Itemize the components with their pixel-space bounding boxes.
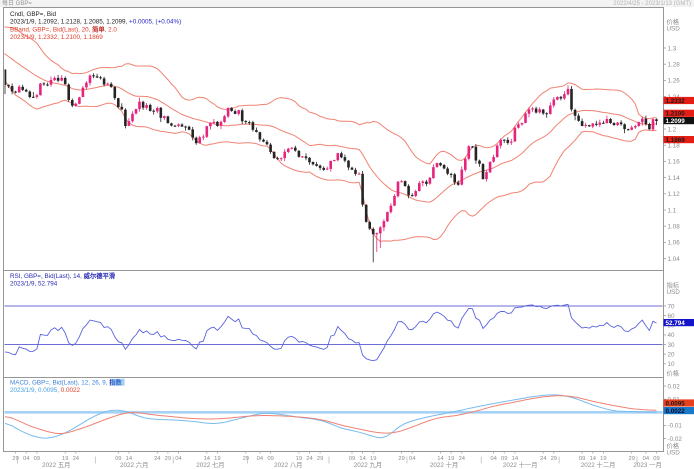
svg-text:09: 09 [501,456,507,462]
svg-text:2022/4/25 - 2023/1/13 (GMT): 2022/4/25 - 2023/1/13 (GMT) [613,1,691,7]
svg-text:19: 19 [600,456,606,462]
svg-text:19: 19 [448,456,454,462]
svg-text:1.04: 1.04 [668,256,681,263]
svg-text:价格: 价格 [667,369,680,378]
svg-text:USD: USD [667,289,681,296]
svg-text:14: 14 [437,456,444,462]
svg-text:2022 十一月: 2022 十一月 [503,460,538,469]
svg-text:2022 七月: 2022 七月 [196,460,224,469]
svg-text:2022 九月: 2022 九月 [354,460,382,469]
svg-text:0.02: 0.02 [668,383,681,390]
svg-text:1.28: 1.28 [668,62,681,69]
svg-text:29: 29 [165,456,171,462]
svg-text:09: 09 [349,456,355,462]
svg-text:29: 29 [628,456,634,462]
svg-text:14: 14 [204,456,211,462]
svg-text:60: 60 [668,313,676,320]
svg-text:19: 19 [62,456,68,462]
svg-text:29: 29 [243,456,249,462]
svg-text:2022 五月: 2022 五月 [42,461,70,469]
svg-text:2023 一月: 2023 一月 [633,461,661,469]
svg-text:价格: 价格 [667,17,680,26]
svg-text:1.16: 1.16 [668,159,681,166]
svg-text:1.14: 1.14 [668,175,681,182]
svg-text:MACD, GBP=, Bid(Last), 12, 26,: MACD, GBP=, Bid(Last), 12, 26, 9, ​指数 [10,378,123,387]
svg-text:指标: 指标 [667,281,680,290]
svg-text:2023/1/9, 0.0095, 0.0022: 2023/1/9, 0.0095, 0.0022 [10,387,81,394]
svg-text:Cndl, GBP=, Bid: Cndl, GBP=, Bid [10,11,57,18]
svg-text:04: 04 [175,456,182,462]
svg-text:USD: USD [667,450,681,457]
svg-text:BBand, GBP=, Bid(Last), 20, 简单: BBand, GBP=, Bid(Last), 20, 简单, 2.0 [10,24,117,33]
svg-text:04: 04 [257,456,264,462]
svg-text:52.794: 52.794 [666,320,686,327]
svg-text:1.2: 1.2 [668,126,677,133]
svg-text:1.3: 1.3 [668,45,677,52]
svg-text:0.0022: 0.0022 [666,408,686,415]
svg-text:24: 24 [540,456,547,462]
svg-text:04: 04 [643,456,650,462]
svg-text:40: 40 [668,332,676,339]
svg-text:24: 24 [154,456,161,462]
svg-text:09: 09 [267,456,273,462]
svg-text:09: 09 [579,456,585,462]
svg-text:24: 24 [306,456,313,462]
svg-text:24: 24 [459,456,466,462]
svg-text:09: 09 [115,456,121,462]
svg-text:每日 GBP=: 每日 GBP= [2,0,32,7]
svg-text:1.1869: 1.1869 [666,137,686,144]
svg-text:19: 19 [214,456,220,462]
svg-text:24: 24 [73,456,80,462]
svg-text:2023/1/9, 1.2332, 1.2100, 1.18: 2023/1/9, 1.2332, 1.2100, 1.1869 [10,34,103,41]
svg-text:29: 29 [12,456,18,462]
svg-text:-0.01: -0.01 [668,423,683,430]
svg-text:20: 20 [668,351,676,358]
svg-text:1.2100: 1.2100 [666,111,686,118]
svg-text:70: 70 [668,303,676,310]
svg-text:2023/1/9, 52.794: 2023/1/9, 52.794 [10,281,58,288]
svg-text:14: 14 [126,456,133,462]
svg-text:1.08: 1.08 [668,224,681,231]
svg-text:19: 19 [370,456,376,462]
svg-text:1.12: 1.12 [668,191,681,198]
svg-text:14: 14 [590,456,597,462]
svg-text:价格: 价格 [667,441,680,450]
svg-text:0.0095: 0.0095 [666,400,686,407]
svg-text:14: 14 [359,456,366,462]
svg-text:1.2099: 1.2099 [666,118,686,125]
svg-text:29: 29 [398,456,404,462]
svg-text:30: 30 [668,342,676,349]
svg-text:29: 29 [551,456,557,462]
svg-text:RSI, GBP=, Bid(Last), 14, 威尔德平: RSI, GBP=, Bid(Last), 14, 威尔德平滑 [10,271,116,280]
svg-text:2023/1/9, 1.2092, 1.2128, 1.20: 2023/1/9, 1.2092, 1.2128, 1.2085, 1.2099… [10,19,181,26]
svg-text:09: 09 [34,456,40,462]
svg-text:2022 十月: 2022 十月 [430,460,458,469]
svg-text:2022 六月: 2022 六月 [120,460,148,469]
svg-text:29: 29 [317,456,323,462]
svg-text:09: 09 [653,456,659,462]
svg-text:1.2332: 1.2332 [666,98,686,105]
svg-text:-0.02: -0.02 [668,436,683,443]
svg-text:04: 04 [490,456,497,462]
svg-text:04: 04 [409,456,416,462]
svg-text:1.1: 1.1 [668,207,677,214]
svg-text:1.26: 1.26 [668,78,681,85]
svg-text:2022 十二月: 2022 十二月 [581,460,616,469]
svg-text:2022 八月: 2022 八月 [274,461,302,469]
svg-text:USD: USD [667,26,681,33]
svg-text:1.06: 1.06 [668,240,681,247]
svg-text:1.18: 1.18 [668,143,681,150]
svg-text:10: 10 [668,361,676,368]
svg-text:04: 04 [23,456,30,462]
svg-text:14: 14 [512,456,519,462]
svg-text:19: 19 [296,456,302,462]
